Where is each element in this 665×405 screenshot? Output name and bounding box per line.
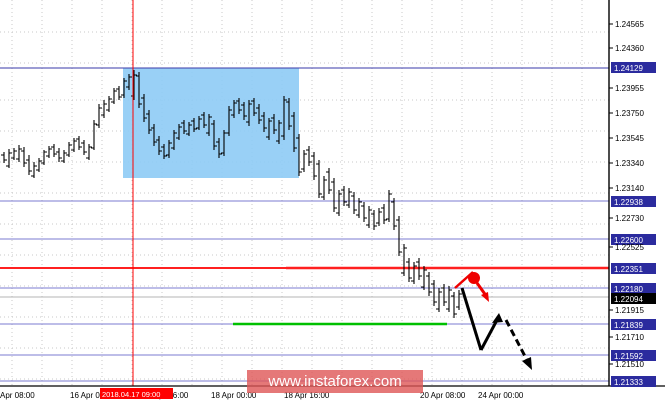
price-tick-label: 1.23955 — [615, 84, 644, 93]
price-tick-1.23955: 1.23955 — [609, 84, 644, 93]
price-tick-label: 1.22180 — [614, 285, 643, 294]
price-tick-label: 1.21333 — [614, 378, 643, 387]
price-tick-label: 1.23545 — [615, 134, 644, 143]
time-tick-label: 18 Apr 16:00 — [284, 391, 330, 400]
price-tick-label: 1.22351 — [614, 265, 643, 274]
price-tick-1.23140: 1.23140 — [609, 184, 644, 193]
price-tick-1.24360: 1.24360 — [609, 44, 644, 53]
price-tick-1.24565: 1.24565 — [609, 20, 644, 29]
price-tick-label: 1.21592 — [614, 352, 643, 361]
price-tick-1.21915: 1.21915 — [609, 306, 644, 315]
price-tick-label: 1.24360 — [615, 44, 644, 53]
price-tick-1.22180-highlighted[interactable]: 1.22180 — [611, 283, 656, 294]
price-tick-1.21710: 1.21710 — [609, 333, 644, 342]
price-tick-label: 1.22938 — [614, 198, 643, 207]
forecast-zigzag-up[interactable] — [479, 313, 503, 351]
forecast-dashed-down-arrow[interactable] — [504, 319, 532, 370]
red-down-arrow[interactable] — [475, 282, 489, 302]
consolidation-zone[interactable] — [123, 68, 299, 178]
price-tick-label: 1.23140 — [615, 184, 644, 193]
price-tick-1.23545: 1.23545 — [609, 134, 644, 143]
time-tick-label: 16 Apr 00:00 — [70, 391, 116, 400]
price-tick-1.22938-highlighted[interactable]: 1.22938 — [611, 196, 656, 207]
price-tick-1.22094-current[interactable]: 1.22094 — [611, 293, 656, 304]
red-marker-dot[interactable] — [468, 272, 480, 284]
price-tick-label: 1.21915 — [615, 306, 644, 315]
price-tick-1.22730: 1.22730 — [609, 214, 644, 223]
price-tick-label: 1.23750 — [615, 109, 644, 118]
price-tick-label: 1.24129 — [614, 64, 643, 73]
time-axis[interactable]: Apr 08:00 16 Apr 00:00 16 Apr 16:00 2018… — [0, 388, 524, 400]
time-tick-label: Apr 08:00 — [0, 391, 35, 400]
time-tick-label: 24 Apr 00:00 — [478, 391, 524, 400]
price-tick-label: 1.22094 — [614, 295, 643, 304]
price-tick-1.21592-highlighted[interactable]: 1.21592 — [611, 350, 656, 361]
price-tick-1.21839-highlighted[interactable]: 1.21839 — [611, 319, 656, 330]
price-axis[interactable]: 1.24565 1.24360 1.24129 1.23955 1.23750 … — [609, 20, 656, 387]
price-tick-1.23340: 1.23340 — [609, 159, 644, 168]
price-tick-label: 1.21710 — [615, 333, 644, 342]
price-tick-1.22351-highlighted[interactable]: 1.22351 — [611, 263, 656, 274]
price-tick-1.24129-highlighted[interactable]: 1.24129 — [611, 62, 656, 73]
price-tick-1.21333-highlighted[interactable]: 1.21333 — [611, 376, 656, 387]
price-tick-1.22525: 1.22525 — [609, 243, 644, 252]
price-tick-label: 1.22600 — [614, 236, 643, 245]
price-tick-1.23750: 1.23750 — [609, 109, 644, 118]
time-tick-crosshair-highlighted[interactable]: 2018.04.17 09:00 — [100, 388, 173, 399]
price-tick-label: 1.22525 — [615, 243, 644, 252]
ohlc-bars — [1, 70, 462, 318]
price-tick-label: 1.23340 — [615, 159, 644, 168]
time-tick-label: 2018.04.17 09:00 — [102, 390, 160, 399]
price-tick-label: 1.22730 — [615, 214, 644, 223]
time-tick-label: 20 Apr 08:00 — [420, 391, 466, 400]
price-tick-1.22600-highlighted[interactable]: 1.22600 — [611, 234, 656, 245]
price-tick-label: 1.21510 — [615, 360, 644, 369]
price-tick-label: 1.21839 — [614, 321, 643, 330]
price-tick-1.21510: 1.21510 — [609, 360, 644, 369]
forecast-zigzag-down[interactable] — [460, 287, 483, 351]
price-tick-label: 1.24565 — [615, 20, 644, 29]
time-tick-label: 18 Apr 00:00 — [211, 391, 257, 400]
